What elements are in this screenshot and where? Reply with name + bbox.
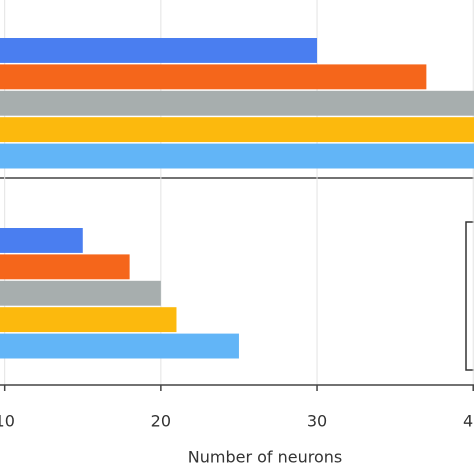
x-tick-label: 10 (0, 412, 15, 431)
legend-box (465, 221, 474, 371)
bar (0, 117, 474, 143)
x-tick-label: 20 (151, 412, 171, 431)
x-axis-label: Number of neurons (188, 448, 342, 467)
bar (0, 333, 239, 359)
x-tick-label: 40 (463, 412, 474, 431)
bar (0, 143, 474, 169)
bar (0, 228, 83, 253)
x-tick-label: 30 (307, 412, 327, 431)
bar (0, 254, 130, 280)
bar (0, 307, 177, 333)
bar (0, 280, 161, 306)
bar (0, 90, 474, 116)
bar (0, 38, 318, 63)
bar (0, 64, 427, 90)
